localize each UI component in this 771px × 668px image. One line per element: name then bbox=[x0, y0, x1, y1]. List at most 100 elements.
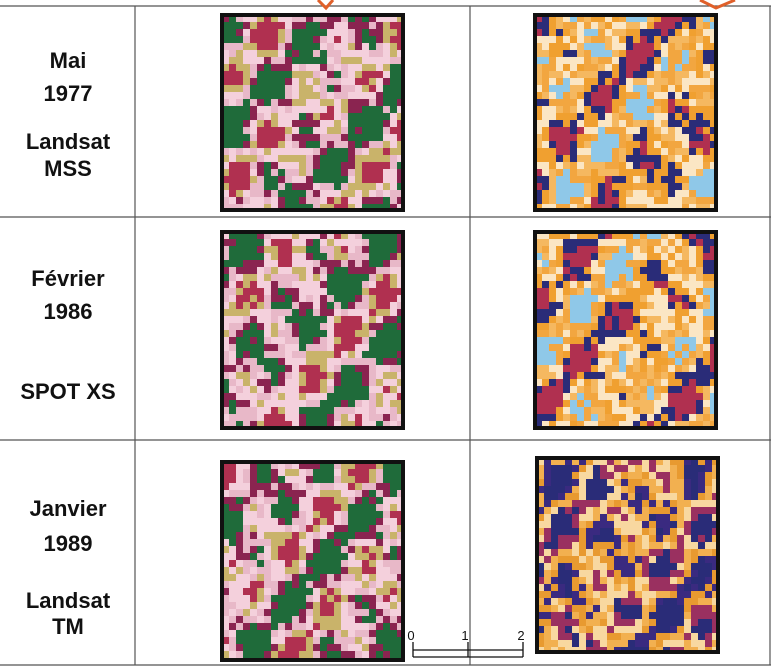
pixel bbox=[334, 22, 341, 29]
pixel bbox=[369, 29, 376, 36]
pixel bbox=[558, 542, 565, 549]
pixel bbox=[654, 274, 661, 281]
pixel bbox=[642, 577, 649, 584]
pixel bbox=[633, 246, 640, 253]
pixel bbox=[635, 507, 642, 514]
pixel bbox=[313, 511, 320, 518]
pixel bbox=[362, 85, 369, 92]
pixel bbox=[376, 134, 383, 141]
pixel bbox=[605, 407, 612, 414]
pixel bbox=[577, 85, 584, 92]
pixel bbox=[264, 29, 271, 36]
pixel bbox=[577, 344, 584, 351]
pixel bbox=[640, 190, 647, 197]
pixel bbox=[306, 281, 313, 288]
pixel bbox=[313, 616, 320, 623]
pixel bbox=[591, 134, 598, 141]
pixel bbox=[712, 479, 718, 486]
pixel bbox=[556, 407, 563, 414]
pixel bbox=[355, 267, 362, 274]
pixel bbox=[612, 190, 619, 197]
pixel bbox=[383, 148, 390, 155]
pixel bbox=[621, 521, 628, 528]
pixel bbox=[285, 567, 292, 574]
pixel bbox=[341, 609, 348, 616]
pixel bbox=[383, 421, 390, 428]
pixel bbox=[600, 535, 607, 542]
pixel bbox=[383, 630, 390, 637]
pixel bbox=[626, 141, 633, 148]
pixel bbox=[397, 386, 403, 393]
pixel bbox=[703, 316, 710, 323]
pixel bbox=[341, 637, 348, 644]
pixel bbox=[668, 316, 675, 323]
pixel bbox=[341, 113, 348, 120]
pixel bbox=[229, 330, 236, 337]
pixel bbox=[591, 99, 598, 106]
pixel bbox=[556, 309, 563, 316]
pixel bbox=[628, 570, 635, 577]
pixel bbox=[306, 504, 313, 511]
pixel bbox=[222, 372, 229, 379]
pixel bbox=[591, 15, 598, 22]
pixel bbox=[563, 330, 570, 337]
pixel bbox=[257, 57, 264, 64]
pixel bbox=[250, 260, 257, 267]
pixel bbox=[563, 141, 570, 148]
pixel bbox=[299, 637, 306, 644]
pixel bbox=[348, 78, 355, 85]
pixel bbox=[656, 500, 663, 507]
pixel bbox=[278, 309, 285, 316]
pixel bbox=[563, 407, 570, 414]
pixel bbox=[647, 281, 654, 288]
pixel bbox=[362, 169, 369, 176]
pixel bbox=[250, 281, 257, 288]
pixel bbox=[556, 120, 563, 127]
pixel bbox=[675, 169, 682, 176]
pixel bbox=[670, 521, 677, 528]
pixel bbox=[542, 267, 549, 274]
pixel bbox=[355, 204, 362, 210]
pixel bbox=[348, 497, 355, 504]
pixel bbox=[712, 493, 718, 500]
pixel bbox=[320, 162, 327, 169]
pixel bbox=[628, 556, 635, 563]
pixel bbox=[222, 553, 229, 560]
pixel bbox=[229, 316, 236, 323]
pixel bbox=[341, 497, 348, 504]
pixel bbox=[689, 57, 696, 64]
pixel bbox=[341, 50, 348, 57]
pixel bbox=[243, 504, 250, 511]
pixel bbox=[355, 260, 362, 267]
pixel bbox=[675, 204, 682, 210]
pixel bbox=[355, 316, 362, 323]
pixel bbox=[612, 127, 619, 134]
pixel bbox=[682, 414, 689, 421]
pixel bbox=[376, 239, 383, 246]
pixel bbox=[633, 169, 640, 176]
pixel bbox=[362, 197, 369, 204]
pixel bbox=[397, 22, 403, 29]
pixel bbox=[591, 386, 598, 393]
pixel bbox=[563, 148, 570, 155]
pixel bbox=[593, 626, 600, 633]
pixel bbox=[614, 486, 621, 493]
pixel bbox=[250, 232, 257, 239]
pixel bbox=[668, 134, 675, 141]
pixel bbox=[264, 190, 271, 197]
pixel bbox=[677, 521, 684, 528]
pixel bbox=[369, 476, 376, 483]
pixel bbox=[348, 358, 355, 365]
pixel bbox=[313, 330, 320, 337]
pixel bbox=[341, 85, 348, 92]
pixel bbox=[640, 113, 647, 120]
pixel bbox=[633, 379, 640, 386]
pixel bbox=[341, 407, 348, 414]
pixel bbox=[663, 549, 670, 556]
pixel bbox=[586, 493, 593, 500]
pixel bbox=[614, 591, 621, 598]
pixel bbox=[376, 162, 383, 169]
pixel bbox=[257, 560, 264, 567]
pixel bbox=[222, 651, 229, 658]
pixel bbox=[537, 584, 544, 591]
